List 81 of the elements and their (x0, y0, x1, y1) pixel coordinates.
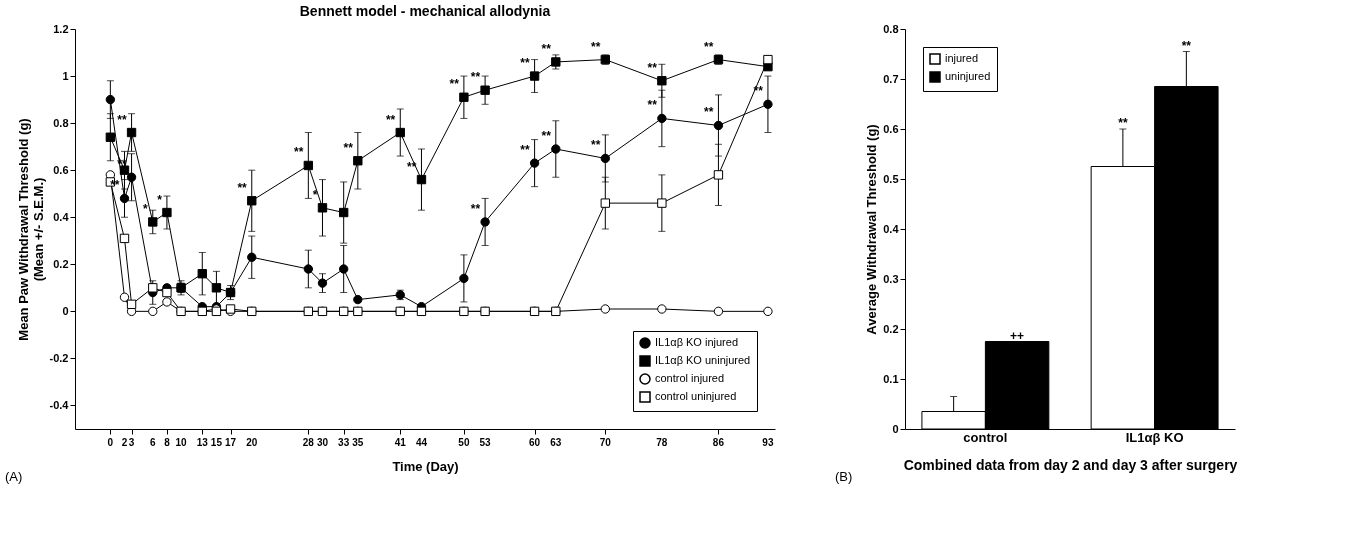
legend-label: control uninjured (655, 390, 737, 402)
data-label: ** (647, 98, 658, 113)
x-tick-label: 50 (458, 437, 470, 448)
data-label: ** (470, 70, 481, 85)
y-tick-label: 0.5 (883, 172, 899, 185)
legend-label: IL1αβ KO injured (655, 336, 739, 348)
y-tick-label: 0.6 (53, 163, 69, 176)
x-tick-label: 53 (479, 437, 492, 448)
x-tick-label: 78 (656, 437, 668, 448)
y-tick-label: 0.6 (883, 122, 899, 135)
x-tick-label: 3 (128, 437, 135, 448)
data-label: ** (385, 112, 396, 127)
x-tick-label: 6 (150, 437, 156, 448)
data-label: ** (449, 77, 460, 92)
y-tick-label: 1 (62, 69, 69, 82)
y-tick-label: 0.7 (883, 72, 899, 85)
data-label: ** (293, 145, 304, 160)
data-label: ** (1118, 116, 1128, 130)
x-tick-label: 17 (224, 437, 237, 448)
data-label: ** (541, 41, 552, 56)
y-tick-label: -0.4 (49, 398, 70, 411)
y-tick-label: -0.2 (49, 351, 69, 364)
y-tick-label: 0.3 (883, 272, 899, 285)
y-tick-label: 0.8 (53, 116, 69, 129)
x-tick-label: 0 (107, 437, 114, 448)
x-tick-label: control (963, 429, 1008, 445)
x-tick-label: 63 (550, 437, 562, 448)
data-label: * (312, 187, 318, 202)
legend-label: control injured (655, 372, 725, 384)
data-label: ** (1181, 38, 1192, 53)
x-tick-label: 20 (246, 437, 258, 448)
data-label: ** (704, 39, 714, 54)
data-label: ** (117, 112, 127, 127)
y-tick-label: 0.8 (883, 22, 899, 35)
data-label: * (143, 201, 149, 216)
data-label: ** (520, 56, 530, 71)
data-label: ** (541, 129, 552, 143)
x-tick-label: 30 (316, 437, 329, 448)
y-tick-label: 0.1 (883, 372, 899, 385)
legend-label: injured (945, 52, 979, 64)
x-tick-label: 86 (712, 437, 725, 448)
y-tick-label: 0 (62, 304, 69, 317)
data-label: ** (110, 178, 120, 193)
data-label: ++ (1010, 328, 1025, 343)
legend-label: uninjured (945, 70, 991, 82)
x-axis-title: Combined data from day 2 and day 3 after surgery (903, 456, 1238, 473)
x-tick-label: 44 (415, 437, 428, 448)
data-label: ** (343, 140, 354, 155)
y-tick-label: 0.2 (883, 322, 899, 335)
data-label: ** (470, 201, 481, 216)
x-tick-label: 60 (529, 437, 541, 448)
data-label: ** (237, 180, 248, 195)
y-tick-label: 1.2 (53, 22, 69, 35)
x-tick-label: 8 (164, 437, 171, 448)
x-tick-label: 28 (302, 437, 315, 448)
x-tick-label: 70 (599, 437, 612, 448)
y-axis-title: Average Withdrawal Threshold (g) (864, 124, 880, 335)
x-tick-label: 10 (175, 437, 188, 448)
text: (B) (835, 469, 853, 484)
x-tick-label: 41 (394, 437, 407, 448)
x-tick-label: 15 (210, 437, 223, 448)
x-tick-label: IL1αβ KO (1125, 429, 1184, 445)
x-tick-label: 93 (762, 437, 774, 448)
y-axis-title: Mean Paw Withdrawal Threshold (g) (Mean +/- S.E.M.) (15, 118, 46, 341)
data-label: ** (520, 143, 530, 158)
y-tick-label: 0.4 (883, 222, 900, 235)
x-tick-label: 35 (352, 437, 364, 448)
x-tick-label: 13 (196, 437, 209, 448)
data-label: ** (647, 60, 658, 75)
x-tick-label: 33 (338, 437, 350, 448)
data-label: * (157, 192, 163, 207)
data-label: ** (590, 138, 601, 153)
text: (A) (5, 469, 23, 484)
x-tick-label: 2 (121, 437, 128, 448)
data-label: ** (704, 105, 714, 120)
y-tick-label: 0.2 (53, 257, 69, 270)
y-tick-label: 0.4 (53, 210, 70, 223)
chart-title: Bennett model - mechanical allodynia (299, 3, 551, 19)
x-axis-title: Time (Day) (392, 459, 459, 474)
data-label: ** (590, 39, 601, 54)
legend-label: IL1αβ KO uninjured (655, 354, 751, 366)
